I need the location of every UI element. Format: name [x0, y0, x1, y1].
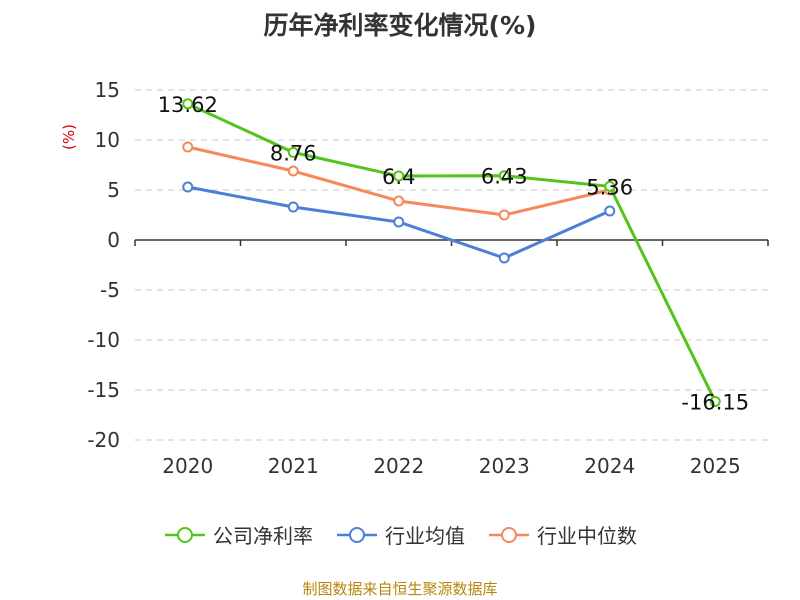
data-point — [604, 180, 616, 192]
data-label: -16.15 — [681, 391, 749, 415]
data-point — [182, 181, 194, 193]
data-label: 13.62 — [158, 93, 218, 117]
data-point — [393, 195, 405, 207]
series-line — [187, 102, 717, 403]
data-point — [182, 141, 194, 153]
data-point — [498, 252, 510, 264]
data-point — [182, 98, 194, 110]
x-tick-label: 2022 — [373, 454, 424, 478]
legend-label: 行业均值 — [385, 524, 465, 548]
x-tick-label: 2024 — [584, 454, 635, 478]
y-tick-label: -5 — [100, 278, 120, 302]
y-tick-label: -15 — [87, 378, 120, 402]
data-point — [604, 205, 616, 217]
y-tick-label: 0 — [107, 228, 120, 252]
data-point — [287, 165, 299, 177]
legend-label: 公司净利率 — [213, 524, 313, 548]
legend-marker-icon — [489, 526, 529, 543]
legend-item-company[interactable]: 公司净利率 — [163, 520, 313, 549]
legend-marker-icon — [165, 526, 205, 543]
x-tick-label: 2021 — [268, 454, 319, 478]
legend-marker-icon — [337, 526, 377, 543]
y-tick-label: -10 — [87, 328, 120, 352]
data-point — [709, 396, 721, 407]
legend-item-industry-median[interactable]: 行业中位数 — [487, 520, 637, 549]
data-point — [498, 170, 510, 182]
x-tick-label: 2020 — [162, 454, 213, 478]
chart-title: 历年净利率变化情况(%) — [263, 11, 537, 40]
y-tick-label: 15 — [95, 78, 120, 102]
data-label: 6.43 — [481, 165, 528, 189]
data-label: 8.76 — [270, 141, 317, 165]
legend-label: 行业中位数 — [537, 524, 637, 548]
data-point — [287, 146, 299, 158]
y-tick-label: -20 — [87, 428, 120, 452]
x-tick-label: 2025 — [690, 454, 741, 478]
y-tick-label: 10 — [95, 128, 120, 152]
data-source-note: 制图数据来自恒生聚源数据库 — [302, 580, 498, 598]
legend-item-industry-mean[interactable]: 行业均值 — [335, 520, 465, 549]
data-label: 6.4 — [382, 165, 415, 189]
data-point — [393, 216, 405, 228]
data-point — [287, 201, 299, 213]
legend-circle — [349, 526, 365, 543]
legend-circle — [501, 526, 517, 543]
x-tick-label: 2023 — [479, 454, 530, 478]
data-point — [393, 170, 405, 182]
y-tick-label: 5 — [107, 178, 120, 202]
data-label: 5.36 — [586, 175, 633, 199]
data-point — [498, 209, 510, 221]
legend-circle — [177, 526, 193, 543]
legend: 公司净利率 行业均值 行业中位数 — [0, 520, 800, 549]
